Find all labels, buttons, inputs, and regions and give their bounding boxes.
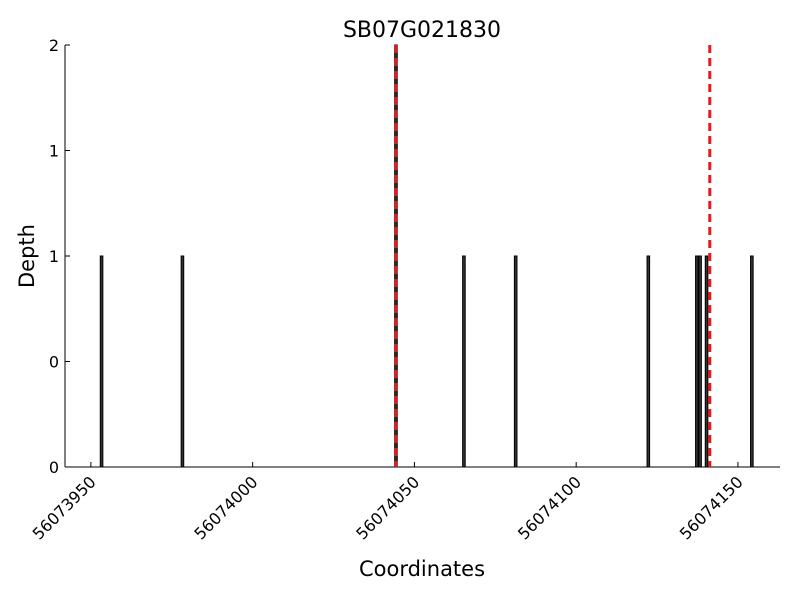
- x-tick-label: 56074000: [190, 472, 261, 543]
- y-axis-label: Depth: [15, 224, 39, 288]
- x-tick-label: 56074050: [352, 472, 423, 543]
- x-axis-label: Coordinates: [359, 557, 485, 581]
- y-tick-label: 2: [49, 36, 59, 55]
- y-tick-label: 0: [49, 458, 59, 477]
- bar: [698, 255, 702, 468]
- y-tick-label: 0: [49, 353, 59, 372]
- y-tick-label: 1: [49, 142, 59, 161]
- y-tick-label: 1: [49, 247, 59, 266]
- bar: [180, 255, 185, 468]
- bar: [646, 255, 651, 468]
- bar: [704, 255, 709, 468]
- x-tick-label: 56074150: [676, 472, 747, 543]
- bar: [462, 255, 466, 468]
- bar: [513, 255, 518, 468]
- bar: [750, 255, 754, 468]
- bar: [695, 255, 699, 468]
- x-tick-label: 56073950: [29, 472, 100, 543]
- chart-title: SB07G021830: [343, 18, 501, 43]
- x-tick-label: 56074100: [514, 472, 585, 543]
- bar: [99, 255, 104, 468]
